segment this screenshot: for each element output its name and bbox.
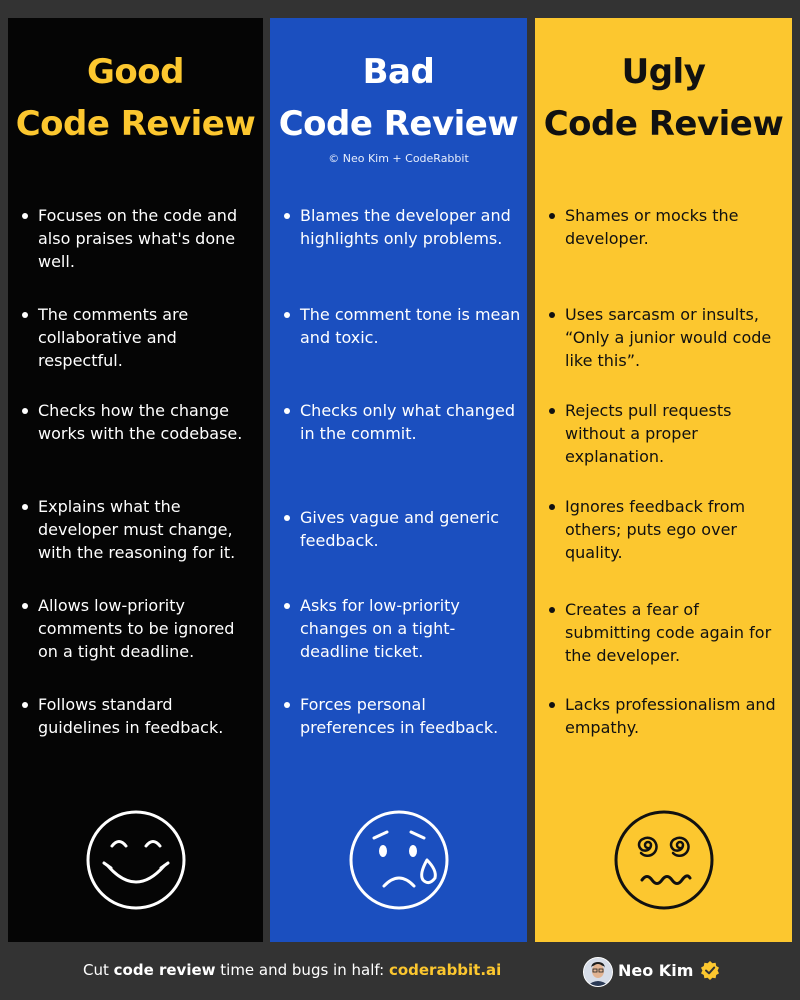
bullet-dot xyxy=(22,312,28,318)
bad-item: Asks for low-priority changes on a tight… xyxy=(284,594,523,663)
bad-column: Bad Code Review © Neo Kim + CodeRabbit B… xyxy=(270,18,527,942)
bad-item: Blames the developer and highlights only… xyxy=(284,204,523,250)
ugly-item: Uses sarcasm or insults, “Only a junior … xyxy=(549,303,788,372)
good-column: Good Code Review Focuses on the code and… xyxy=(8,18,263,942)
ugly-column: Ugly Code Review Shames or mocks the dev… xyxy=(535,18,792,942)
bad-item: Checks only what changed in the commit. xyxy=(284,399,523,445)
crying-face-icon xyxy=(349,810,448,910)
bad-item: Gives vague and generic feedback. xyxy=(284,506,523,552)
ugly-item: Ignores feedback from others; puts ego o… xyxy=(549,495,788,564)
bullet-dot xyxy=(549,702,555,708)
bullet-dot xyxy=(549,408,555,414)
verified-badge-icon xyxy=(701,961,719,980)
good-item: Follows standard guidelines in feedback. xyxy=(22,693,259,739)
copyright-credit: © Neo Kim + CodeRabbit xyxy=(328,152,469,165)
footer: Cut code review time and bugs in half: c… xyxy=(0,942,800,1000)
bad-item: Forces personal preferences in feedback. xyxy=(284,693,523,739)
bad-item: The comment tone is mean and toxic. xyxy=(284,303,523,349)
bullet-dot xyxy=(284,312,290,318)
person-avatar-icon xyxy=(584,958,612,986)
bullet-dot xyxy=(22,504,28,510)
bullet-dot xyxy=(22,213,28,219)
good-item: Checks how the change works with the cod… xyxy=(22,399,259,445)
good-item: Allows low-priority comments to be ignor… xyxy=(22,594,259,663)
bad-title: Bad Code Review xyxy=(270,46,527,150)
good-item: Explains what the developer must change,… xyxy=(22,495,259,564)
bullet-dot xyxy=(22,408,28,414)
bullet-dot xyxy=(284,408,290,414)
good-title-line1: Good xyxy=(87,52,184,92)
bullet-dot xyxy=(284,603,290,609)
ugly-title: Ugly Code Review xyxy=(535,46,792,150)
bullet-dot xyxy=(284,702,290,708)
bullet-dot xyxy=(22,603,28,609)
coderabbit-link[interactable]: coderabbit.ai xyxy=(388,961,502,979)
bullet-dot xyxy=(22,702,28,708)
bad-title-line1: Bad xyxy=(362,52,435,92)
ugly-title-line1: Ugly xyxy=(621,52,706,92)
ugly-title-line2: Code Review xyxy=(543,104,784,144)
footer-tagline: Cut code review time and bugs in half: c… xyxy=(83,961,502,979)
bullet-dot xyxy=(549,312,555,318)
ugly-item: Rejects pull requests without a proper e… xyxy=(549,399,788,468)
ugly-item: Creates a fear of submitting code again … xyxy=(549,598,788,667)
smiling-face-icon xyxy=(86,810,185,910)
good-title-line2: Code Review xyxy=(15,104,256,144)
author-name: Neo Kim xyxy=(618,961,694,980)
bullet-dot xyxy=(549,213,555,219)
dizzy-face-icon xyxy=(614,810,713,910)
bullet-dot xyxy=(549,504,555,510)
ugly-item: Lacks professionalism and empathy. xyxy=(549,693,788,739)
bullet-dot xyxy=(284,213,290,219)
good-item: Focuses on the code and also praises wha… xyxy=(22,204,259,273)
bad-title-line2: Code Review xyxy=(278,104,519,144)
good-item: The comments are collaborative and respe… xyxy=(22,303,259,372)
bullet-dot xyxy=(284,515,290,521)
good-title: Good Code Review xyxy=(8,46,263,150)
avatar xyxy=(583,957,613,987)
bullet-dot xyxy=(549,607,555,613)
ugly-item: Shames or mocks the developer. xyxy=(549,204,788,250)
